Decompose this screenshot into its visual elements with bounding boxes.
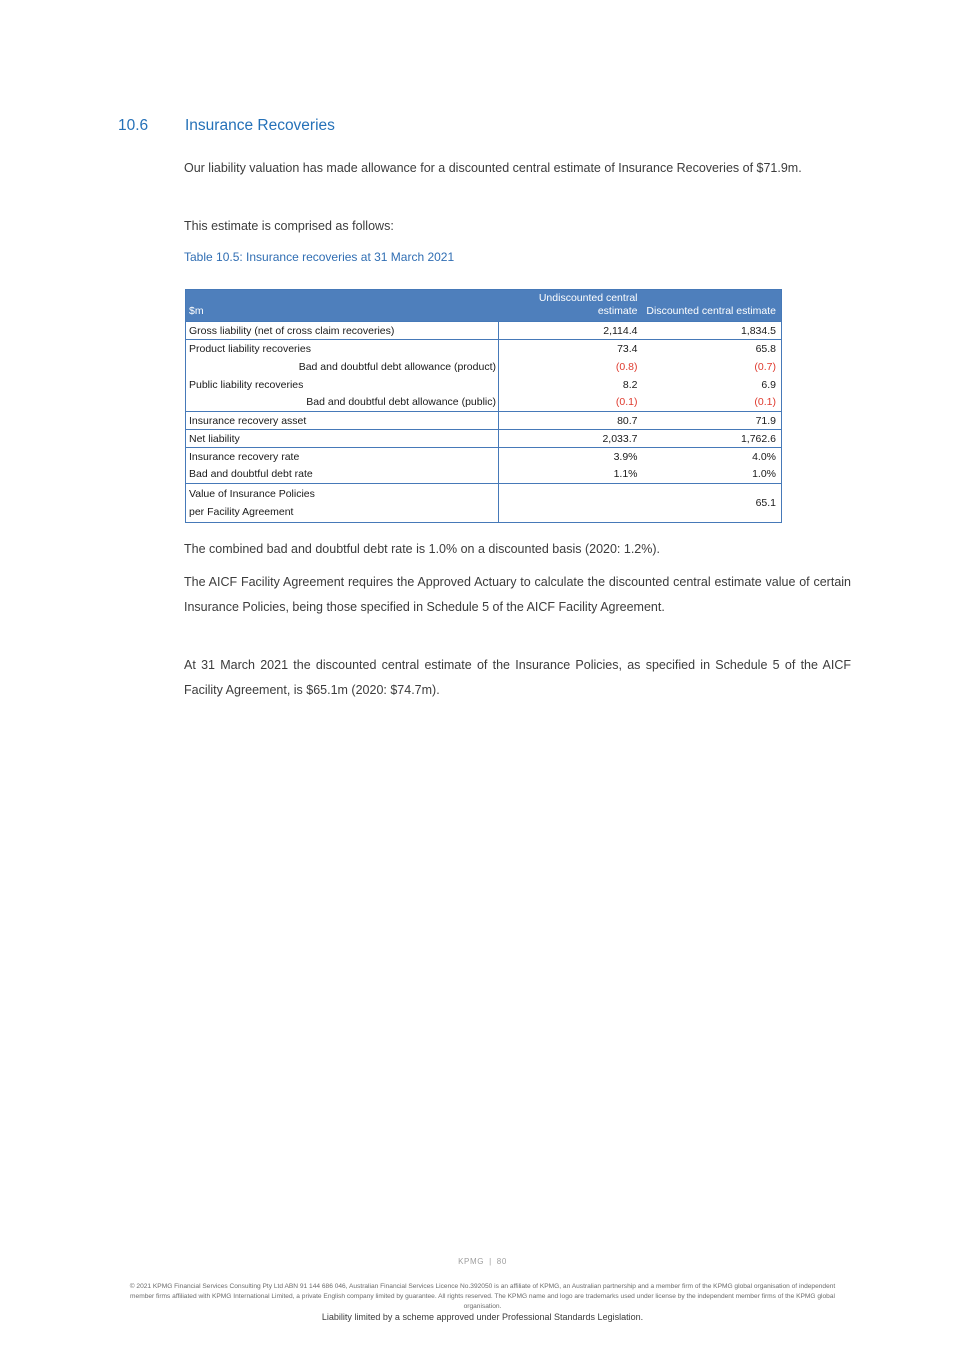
discounted-value: 71.9: [642, 411, 782, 430]
table-row: Bad and doubtful debt rate 1.1% 1.0%: [185, 465, 782, 484]
discounted-value: 65.1: [642, 483, 782, 523]
footer-brand: KPMG: [458, 1257, 485, 1266]
footer-liability-statement: Liability limited by a scheme approved u…: [321, 1312, 644, 1322]
row-label: Bad and doubtful debt rate: [185, 465, 499, 484]
footer-page: 80: [496, 1257, 507, 1266]
section-heading: 10.6 Insurance Recoveries: [118, 116, 838, 136]
paragraph-aicf-requirement: The AICF Facility Agreement requires the…: [184, 575, 851, 614]
table-row: Product liability recoveries 73.4 65.8: [185, 339, 782, 358]
discounted-value: 4.0%: [642, 447, 782, 466]
discounted-value: 1.0%: [642, 465, 782, 484]
discounted-value: (0.1): [642, 393, 782, 412]
undiscounted-value: (0.1): [498, 393, 643, 412]
undiscounted-value: 73.4: [498, 339, 643, 358]
table-row: Bad and doubtful debt allowance (public)…: [185, 393, 782, 412]
section-title: Insurance Recoveries: [185, 117, 335, 134]
undiscounted-value: 8.2: [498, 375, 643, 394]
undiscounted-value: [498, 483, 643, 523]
footer-legal-text: © 2021 KPMG Financial Services Consultin…: [129, 1283, 836, 1310]
row-label: Public liability recoveries: [185, 375, 499, 394]
row-label: Gross liability (net of cross claim reco…: [185, 321, 499, 340]
column-header-unit: $m: [185, 289, 499, 322]
discounted-value: 6.9: [642, 375, 782, 394]
row-label: Insurance recovery asset: [185, 411, 499, 430]
row-label: Value of Insurance Policies per Facility …: [185, 483, 499, 523]
column-header-discounted: Discounted central estimate: [642, 289, 782, 322]
footer-divider: |: [489, 1257, 492, 1266]
paragraph-combined-rate: The combined bad and doubtful debt rate …: [184, 542, 661, 556]
table-row: Net liability 2,033.7 1,762.6: [185, 429, 782, 448]
discounted-value: (0.7): [642, 357, 782, 376]
table-row: Value of Insurance Policies per Facility …: [185, 483, 782, 523]
paragraph-march-estimate: At 31 March 2021 the discounted central …: [184, 658, 851, 697]
row-label: Net liability: [185, 429, 499, 448]
undiscounted-value: 3.9%: [498, 447, 643, 466]
undiscounted-value: (0.8): [498, 357, 643, 376]
row-label: Bad and doubtful debt allowance (public): [185, 393, 499, 412]
row-label: Bad and doubtful debt allowance (product…: [185, 357, 499, 376]
undiscounted-value: 2,033.7: [498, 429, 643, 448]
paragraph-comprised: This estimate is comprised as follows:: [184, 219, 394, 233]
row-label: Product liability recoveries: [185, 339, 499, 358]
paragraph-intro: Our liability valuation has made allowan…: [184, 161, 802, 175]
insurance-recoveries-table: $m Undiscounted central estimate Discoun…: [185, 289, 782, 523]
table-row: Public liability recoveries 8.2 6.9: [185, 375, 782, 394]
undiscounted-value: 80.7: [498, 411, 643, 430]
table-row: Insurance recovery rate 3.9% 4.0%: [185, 447, 782, 466]
discounted-value: 1,762.6: [642, 429, 782, 448]
column-header-undiscounted: Undiscounted central estimate: [498, 289, 643, 322]
row-label: Insurance recovery rate: [185, 447, 499, 466]
undiscounted-value: 1.1%: [498, 465, 643, 484]
table-header-row: $m Undiscounted central estimate Discoun…: [185, 289, 782, 322]
table-caption: Table 10.5: Insurance recoveries at 31 M…: [184, 250, 455, 264]
undiscounted-value: 2,114.4: [498, 321, 643, 340]
table-row: Insurance recovery asset 80.7 71.9: [185, 411, 782, 430]
discounted-value: 1,834.5: [642, 321, 782, 340]
table-row: Bad and doubtful debt allowance (product…: [185, 357, 782, 376]
footer-page-number: KPMG | 80: [0, 1257, 965, 1266]
table-row: Gross liability (net of cross claim reco…: [185, 321, 782, 340]
section-number: 10.6: [118, 117, 149, 134]
discounted-value: 65.8: [642, 339, 782, 358]
